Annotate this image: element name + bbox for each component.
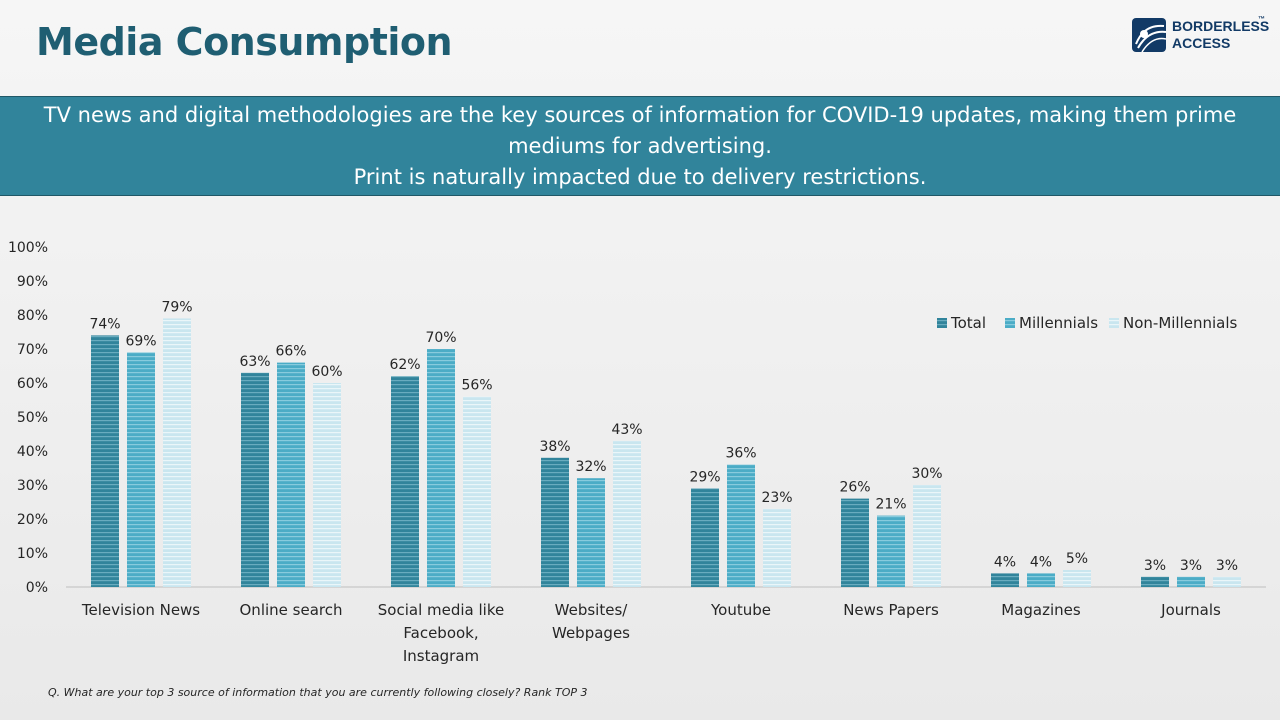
legend-label: Total [950, 314, 986, 332]
bar-millennials [1027, 573, 1055, 587]
bar-total [991, 573, 1019, 587]
y-tick-label: 40% [17, 444, 48, 460]
legend-swatch [1005, 318, 1015, 328]
media-consumption-bar-chart: 0% 10% 20% 30% 40% 50% 60% 70% 80% 90% 100% 74% 63%… [8, 240, 1266, 665]
banner-line-1: TV news and digital methodologies are th… [43, 103, 1237, 127]
bar-total [541, 457, 569, 587]
bar-millennials [577, 478, 605, 587]
category-label: Television News [81, 601, 200, 619]
bar-non-millennials [313, 383, 341, 587]
bar-total [691, 488, 719, 587]
category-label: Youtube [710, 601, 771, 619]
legend-swatch [937, 318, 947, 328]
logo-trademark: ™ [1258, 16, 1265, 23]
bar-non-millennials [763, 508, 791, 587]
bar-value-label: 4% [1030, 554, 1052, 570]
bar-non-millennials [163, 318, 191, 587]
bars: 74% 63% 62% 38% 29% 26% 4% 3% 69% 66% 70% 32% 36% 21%… [89, 299, 1241, 587]
category-label: News Papers [843, 601, 939, 619]
bar-value-label: 3% [1144, 558, 1166, 574]
bar-value-label: 56% [461, 378, 492, 394]
bar-millennials [1177, 576, 1205, 587]
category-label: Websites/Webpages [552, 601, 630, 642]
y-tick-label: 70% [17, 342, 48, 358]
legend-label: Non-Millennials [1123, 314, 1238, 332]
bar-value-label: 26% [839, 480, 870, 496]
bar-value-label: 66% [275, 344, 306, 360]
bar-value-label: 30% [911, 466, 942, 482]
y-tick-label: 20% [17, 512, 48, 528]
bar-value-label: 63% [239, 354, 270, 370]
bar-millennials [427, 349, 455, 587]
bar-value-label: 3% [1216, 558, 1238, 574]
bar-value-label: 36% [725, 446, 756, 462]
y-tick-label: 10% [17, 546, 48, 562]
legend-swatch [1109, 318, 1119, 328]
bar-millennials [277, 362, 305, 587]
y-tick-label: 60% [17, 376, 48, 392]
logo-text-line1: BORDERLESS [1172, 18, 1270, 34]
category-label: Magazines [1001, 601, 1081, 619]
y-tick-label: 30% [17, 478, 48, 494]
bar-value-label: 32% [575, 459, 606, 475]
y-tick-label: 80% [17, 308, 48, 324]
question-footnote: Q. What are your top 3 source of informa… [48, 686, 588, 699]
logo-text-line2: ACCESS [1172, 35, 1231, 51]
bar-non-millennials [1063, 570, 1091, 587]
bar-value-label: 43% [611, 422, 642, 438]
y-tick-label: 0% [26, 580, 48, 596]
bar-total [1141, 576, 1169, 587]
y-tick-label: 90% [17, 274, 48, 290]
bar-millennials [727, 464, 755, 587]
category-label: Journals [1160, 601, 1221, 619]
key-insight-banner: TV news and digital methodologies are th… [0, 96, 1280, 196]
bar-value-label: 4% [994, 554, 1016, 570]
bar-millennials [127, 352, 155, 587]
legend-label: Millennials [1019, 314, 1098, 332]
y-tick-label: 50% [17, 410, 48, 426]
bar-value-label: 3% [1180, 558, 1202, 574]
bar-value-label: 74% [89, 316, 120, 332]
bar-total [91, 335, 119, 587]
logo-swirl-icon [1132, 18, 1167, 53]
bar-value-label: 60% [311, 364, 342, 380]
bar-value-label: 62% [389, 357, 420, 373]
bar-millennials [877, 515, 905, 587]
bar-value-label: 69% [125, 333, 156, 349]
legend: Total Millennials Non-Millennials [937, 314, 1238, 332]
bar-total [391, 376, 419, 587]
bar-value-label: 70% [425, 330, 456, 346]
banner-line-3: Print is naturally impacted due to deliv… [353, 165, 927, 189]
bar-value-label: 79% [161, 299, 192, 315]
bar-non-millennials [913, 485, 941, 587]
bar-non-millennials [1213, 576, 1241, 587]
bar-value-label: 5% [1066, 551, 1088, 567]
bar-total [841, 498, 869, 587]
category-labels: Television News Online search Social media… [81, 601, 1221, 665]
bar-non-millennials [463, 396, 491, 587]
bar-value-label: 21% [875, 497, 906, 513]
y-tick-label: 100% [8, 240, 48, 256]
category-label: Online search [240, 601, 343, 619]
bar-total [241, 372, 269, 587]
category-label: Social media like Facebook, Instagram [378, 601, 504, 665]
bar-value-label: 23% [761, 490, 792, 506]
bar-non-millennials [613, 440, 641, 587]
bar-value-label: 38% [539, 439, 570, 455]
brand-logo: BORDERLESS ™ ACCESS [1130, 14, 1270, 58]
page-title: Media Consumption [36, 20, 453, 64]
banner-line-2: mediums for advertising. [508, 134, 772, 158]
bar-value-label: 29% [689, 469, 720, 485]
